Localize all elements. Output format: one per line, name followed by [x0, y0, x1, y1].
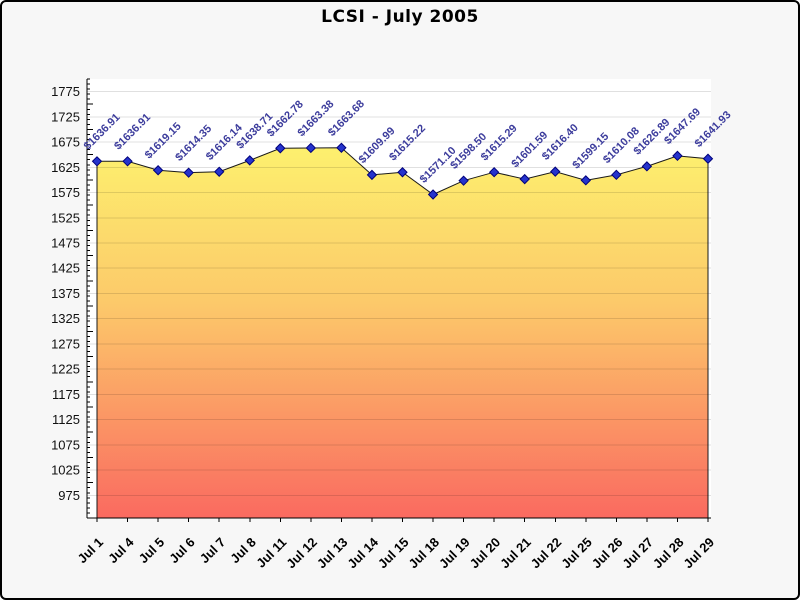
- data-point: [213, 166, 225, 177]
- y-tick-label: 1225: [51, 362, 80, 377]
- x-tick-label: Jul 6: [166, 535, 198, 567]
- data-point: [122, 156, 133, 167]
- x-tick-label: Jul 7: [197, 535, 229, 567]
- data-point: [336, 142, 347, 153]
- x-tick-label: Jul 4: [105, 534, 137, 566]
- y-tick-label: 1675: [51, 135, 80, 150]
- x-tick-label: Jul 15: [375, 535, 412, 572]
- y-tick-label: 1525: [51, 210, 80, 225]
- data-point: [611, 169, 622, 181]
- x-tick-label: Jul 18: [406, 535, 443, 572]
- x-tick-label: Jul 21: [497, 535, 534, 572]
- x-tick-label: Jul 13: [314, 535, 351, 572]
- y-tick-label: 1025: [51, 463, 80, 478]
- x-tick-label: Jul 27: [619, 535, 656, 572]
- y-tick-label: 1575: [51, 185, 80, 200]
- x-tick-label: Jul 12: [283, 535, 320, 572]
- data-point: [305, 142, 317, 154]
- x-tick-label: Jul 22: [528, 535, 565, 572]
- x-tick-label: Jul 14: [344, 534, 381, 571]
- data-point: [183, 167, 194, 178]
- data-point: [550, 166, 561, 177]
- gridlines: [87, 91, 711, 496]
- y-tick-label: 1775: [51, 84, 80, 99]
- y-tick-label: 1425: [51, 261, 80, 276]
- data-point: [488, 166, 500, 178]
- y-tick-label: 1275: [51, 336, 80, 351]
- y-tick-label: 1725: [51, 109, 80, 124]
- data-point: [702, 153, 714, 164]
- y-tick-label: 1625: [51, 160, 80, 175]
- data-point: [366, 169, 378, 181]
- data-point: [275, 143, 286, 154]
- data-point: [580, 175, 592, 186]
- y-tick-label: 1125: [52, 412, 80, 427]
- x-tick-label: Jul 28: [650, 535, 687, 572]
- data-point: [672, 150, 683, 162]
- y-tick-label: 1175: [52, 387, 80, 402]
- x-tick-label: Jul 25: [558, 535, 595, 572]
- x-tick-label: Jul 11: [253, 535, 289, 571]
- x-tick-label: Jul 5: [136, 535, 168, 567]
- y-tick-label: 1375: [51, 286, 80, 301]
- x-tick-label: Jul 20: [467, 535, 504, 572]
- x-tick-label: Jul 19: [436, 535, 473, 572]
- axes: [86, 78, 711, 522]
- x-tick-label: Jul 29: [680, 535, 717, 572]
- y-axis-labels: 975 1025 1075 1125 1175 1225 1275 1325 1375 1425 1…: [51, 84, 80, 503]
- data-point: [91, 156, 103, 167]
- data-point: [152, 165, 164, 176]
- x-tick-label: Jul 1: [75, 535, 107, 567]
- y-tick-label: 975: [58, 488, 80, 503]
- data-point: [641, 161, 653, 172]
- data-point: [397, 167, 408, 178]
- chart-title: LCSI - July 2005: [321, 7, 479, 27]
- x-tick-label: Jul 26: [589, 535, 626, 572]
- data-point: [519, 173, 530, 185]
- data-points: [91, 142, 714, 200]
- y-tick-label: 1475: [51, 235, 80, 250]
- data-point: [427, 189, 439, 200]
- data-point: [244, 155, 255, 166]
- data-point: [458, 175, 469, 186]
- y-tick-label: 1325: [51, 311, 80, 326]
- area-series: [96, 147, 709, 519]
- y-tick-label: 1075: [51, 437, 80, 452]
